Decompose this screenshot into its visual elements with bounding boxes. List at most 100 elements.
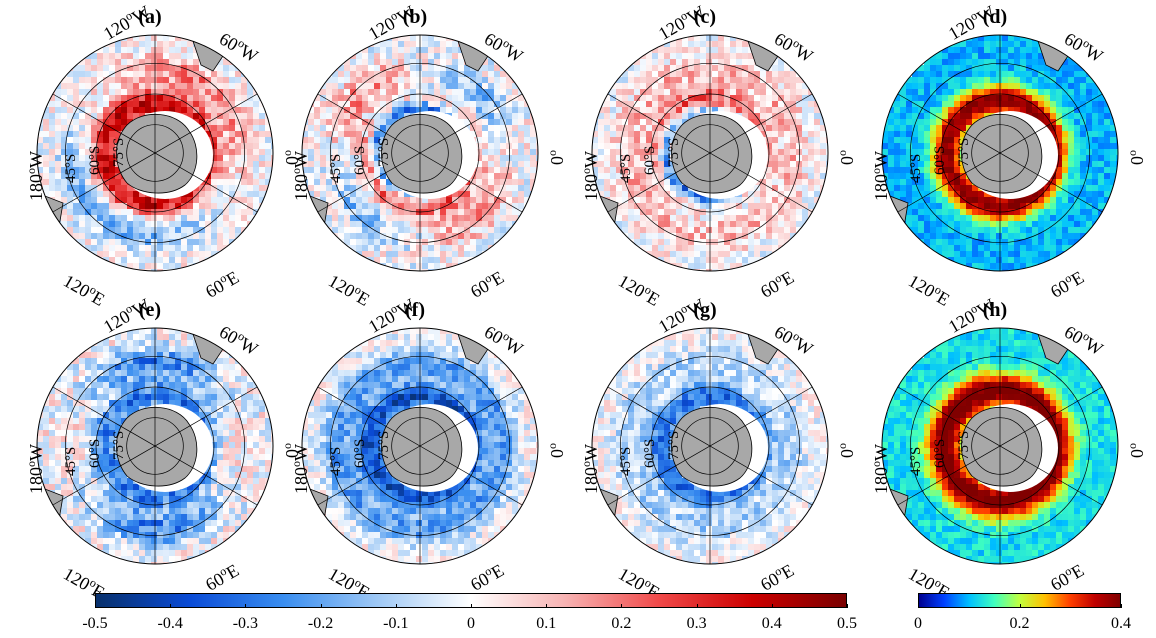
meridian-line — [607, 386, 813, 506]
colorbar-tick-mark — [771, 604, 773, 608]
lat-label: 75°S — [111, 430, 127, 460]
lat-label: 75°S — [666, 137, 682, 167]
lat-label: 75°S — [666, 430, 682, 460]
map-boundary — [36, 327, 274, 565]
panel-label: (b) — [402, 6, 428, 28]
map-boundary — [301, 327, 539, 565]
map-panel-d: (d) 120oW 60oW 180oW 0o 120oE 60oE 45°S 60°S 75°S — [865, 1, 1147, 309]
colorbar-tick-mark — [847, 604, 848, 608]
lon-label-180w: 180oW — [579, 444, 601, 494]
lat-label: 45°S — [328, 446, 344, 476]
lat-label: 60°S — [87, 438, 103, 468]
colorbar-tick-label: 0.5 — [837, 615, 857, 632]
colorbar-tick-mark — [245, 604, 247, 608]
lat-label: 45°S — [63, 446, 79, 476]
colorbar-tick-mark — [1121, 604, 1122, 608]
colorbar-tick-mark — [621, 604, 623, 608]
colorbar-tick-mark — [696, 604, 698, 608]
lat-label: 75°S — [376, 137, 392, 167]
lat-label: 75°S — [111, 137, 127, 167]
colorbar-tick-label: -0.5 — [82, 615, 108, 632]
meridian-line — [897, 386, 1103, 506]
colorbar-tick-label: 0.4 — [761, 615, 782, 632]
lat-label: 60°S — [642, 145, 658, 175]
panel-label: (a) — [138, 6, 162, 28]
lat-label: 45°S — [618, 153, 634, 183]
colorbar-tick-mark — [918, 604, 919, 608]
lon-label-0: 0o — [1125, 150, 1147, 165]
lat-label: 45°S — [908, 446, 924, 476]
meridian-line — [317, 93, 523, 213]
map-boundary — [591, 327, 829, 565]
lon-label-0: 0o — [545, 150, 567, 165]
lon-label-180w: 180oW — [24, 444, 46, 494]
polar-map — [301, 327, 539, 565]
lon-label-180w: 180oW — [24, 151, 46, 201]
lon-label-180w: 180oW — [289, 151, 311, 201]
data-field — [592, 328, 828, 564]
lon-label-0: 0o — [1125, 443, 1147, 458]
colorbar-tick-mark — [320, 604, 322, 608]
lon-label-180w: 180oW — [869, 444, 891, 494]
lat-label: 75°S — [956, 137, 972, 167]
map-boundary — [881, 34, 1119, 272]
map-panel-b: (b) 120oW 60oW 180oW 0o 120oE 60oE 45°S 60°S 75°S — [285, 1, 567, 309]
map-boundary — [591, 34, 829, 272]
polar-map — [591, 327, 829, 565]
map-boundary — [301, 34, 539, 272]
lon-label-0: 0o — [545, 443, 567, 458]
data-field — [37, 35, 273, 271]
panel-label: (f) — [405, 299, 425, 321]
map-panel-h: (h) 120oW 60oW 180oW 0o 120oE 60oE 45°S 60°S 75°S — [865, 294, 1147, 602]
colorbar-tick-label: 0.4 — [1111, 615, 1131, 632]
map-boundary — [881, 327, 1119, 565]
lat-label: 45°S — [908, 153, 924, 183]
colorbar-tick-mark — [546, 604, 548, 608]
colorbar-tick-label: 0.3 — [686, 615, 707, 632]
lon-label-180w: 180oW — [289, 444, 311, 494]
colorbar-tick-label: 0.1 — [536, 615, 557, 632]
colorbar-tick-label: 0.2 — [611, 615, 632, 632]
lat-label: 45°S — [328, 153, 344, 183]
lat-label: 60°S — [642, 438, 658, 468]
lat-label: 60°S — [352, 145, 368, 175]
panel-label: (h) — [982, 299, 1008, 321]
colorbar-tick-mark — [95, 604, 96, 608]
meridian-line — [52, 386, 258, 506]
lat-label: 45°S — [63, 153, 79, 183]
polar-map — [36, 34, 274, 272]
colorbar-tick-mark — [1019, 604, 1021, 608]
colorbar-tick-label: -0.3 — [232, 615, 259, 632]
colorbar-tick-mark — [395, 604, 397, 608]
lon-label-0: 0o — [835, 150, 857, 165]
panel-label: (c) — [693, 6, 717, 28]
colorbar-tick-label: 0 — [467, 615, 475, 632]
panel-label: (d) — [982, 6, 1008, 28]
map-panel-e: (e) 120oW 60oW 180oW 0o 120oE 60oE 45°S 60°S 75°S — [20, 294, 302, 602]
panel-label: (e) — [138, 299, 162, 321]
map-panel-g: (g) 120oW 60oW 180oW 0o 120oE 60oE 45°S 60°S 75°S — [575, 294, 857, 602]
lon-label-0: 0o — [835, 443, 857, 458]
panel-label: (g) — [693, 299, 717, 321]
meridian-line — [607, 93, 813, 213]
map-panel-f: (f) 120oW 60oW 180oW 0o 120oE 60oE 45°S 60°S 75°S — [285, 294, 567, 602]
lat-label: 60°S — [932, 438, 948, 468]
map-boundary — [36, 34, 274, 272]
map-panel-a: (a) 120oW 60oW 180oW 0o 120oE 60oE 45°S 60°S 75°S — [20, 1, 302, 309]
colorbar-tick-label: 0 — [914, 615, 922, 632]
colorbar-tick-label: -0.4 — [157, 615, 183, 632]
colorbar-tick-label: -0.2 — [307, 615, 334, 632]
lat-label: 75°S — [376, 430, 392, 460]
polar-map — [881, 327, 1119, 565]
lon-label-180w: 180oW — [579, 151, 601, 201]
polar-map — [591, 34, 829, 272]
polar-map — [301, 34, 539, 272]
colorbar-tick-mark — [170, 604, 172, 608]
lon-label-180w: 180oW — [869, 151, 891, 201]
meridian-line — [317, 386, 523, 506]
lat-label: 75°S — [956, 430, 972, 460]
lat-label: 60°S — [352, 438, 368, 468]
polar-map — [36, 327, 274, 565]
colorbar-tick-label: 0.2 — [1009, 615, 1030, 632]
